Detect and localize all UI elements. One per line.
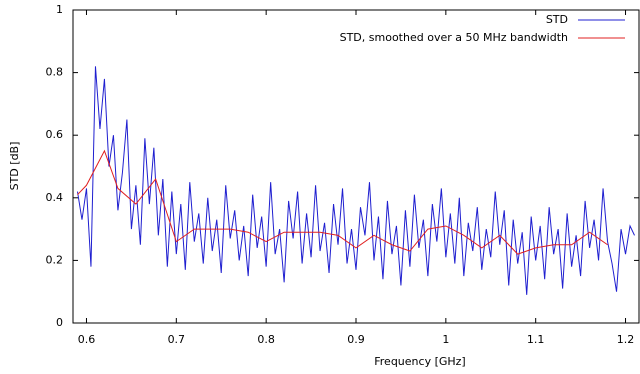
y-axis-label: STD [dB]: [8, 142, 21, 191]
y-tick-label: 0: [56, 316, 63, 329]
x-tick-label: 1: [442, 333, 449, 346]
x-tick-label: 0.8: [257, 333, 275, 346]
plot-frame: [72, 9, 640, 324]
y-tick-label: 1: [56, 3, 63, 16]
x-tick-label: 0.6: [78, 333, 96, 346]
x-tick-label: 1.2: [617, 333, 635, 346]
legend-label: STD, smoothed over a 50 MHz bandwidth: [340, 31, 568, 44]
x-tick-label: 0.7: [168, 333, 186, 346]
y-tick-label: 0.2: [46, 253, 64, 266]
series-line: [77, 149, 608, 255]
y-tick-label: 0.6: [46, 128, 64, 141]
x-axis-label: Frequency [GHz]: [374, 355, 465, 368]
legend-label: STD: [546, 13, 568, 26]
y-tick-label: 0.4: [46, 191, 64, 204]
y-tick-label: 0.8: [46, 66, 64, 79]
x-tick-label: 1.1: [527, 333, 545, 346]
series-line: [76, 66, 635, 295]
x-tick-label: 0.9: [347, 333, 365, 346]
